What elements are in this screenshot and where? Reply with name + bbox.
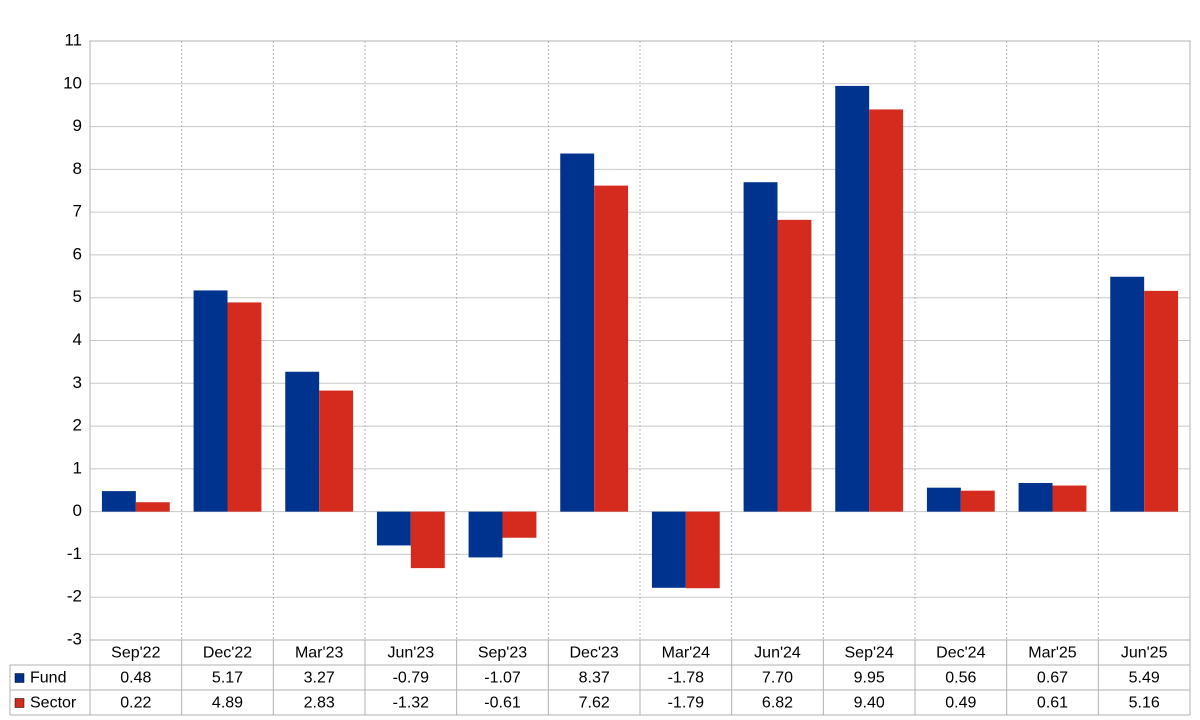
y-tick-label: 7: [73, 202, 82, 221]
value-label: 4.89: [212, 695, 243, 712]
y-tick-label: 5: [73, 287, 82, 306]
y-tick-label: 6: [73, 244, 82, 263]
bar: [835, 85, 870, 512]
y-tick-label: 11: [64, 30, 82, 49]
bar: [468, 511, 503, 558]
x-tick-label: Jun'25: [1121, 645, 1168, 662]
bar: [1018, 482, 1053, 512]
y-tick-label: 1: [73, 458, 82, 477]
value-label: 7.62: [579, 695, 610, 712]
value-label: 0.22: [120, 695, 151, 712]
bar: [777, 219, 812, 512]
y-tick-label: 2: [73, 416, 82, 435]
bar: [960, 490, 995, 512]
y-tick-label: -2: [67, 587, 82, 606]
value-label: 5.16: [1129, 695, 1160, 712]
y-tick-label: 9: [73, 116, 82, 135]
bar: [594, 185, 629, 512]
value-label: 0.67: [1037, 670, 1068, 687]
legend-swatch: [14, 698, 25, 708]
bar: [743, 182, 778, 512]
bar: [227, 302, 262, 512]
y-tick-label: 10: [63, 73, 82, 92]
value-label: 5.17: [212, 670, 243, 687]
bar: [651, 511, 686, 588]
x-tick-label: Dec'24: [936, 645, 985, 662]
x-tick-label: Dec'22: [203, 645, 252, 662]
x-tick-label: Mar'25: [1028, 645, 1077, 662]
bar: [376, 511, 411, 546]
x-tick-label: Jun'23: [388, 645, 435, 662]
bar: [869, 109, 904, 512]
bar: [285, 371, 320, 512]
bar: [319, 390, 354, 512]
x-tick-label: Sep'22: [111, 645, 160, 662]
bar: [1144, 290, 1179, 512]
value-label: 9.95: [854, 670, 885, 687]
value-label: -1.32: [393, 695, 430, 712]
bar: [560, 153, 595, 512]
y-tick-label: 4: [73, 330, 82, 349]
value-label: -1.07: [484, 670, 521, 687]
legend-label: Fund: [30, 670, 66, 687]
value-label: 5.49: [1129, 670, 1160, 687]
value-label: 7.70: [762, 670, 793, 687]
bar: [101, 491, 136, 512]
bar: [685, 511, 720, 589]
y-tick-label: -3: [67, 629, 82, 648]
value-label: 9.40: [854, 695, 885, 712]
x-tick-label: Sep'24: [845, 645, 894, 662]
value-label: 0.48: [120, 670, 151, 687]
bar: [193, 290, 228, 512]
value-label: -1.78: [668, 670, 705, 687]
value-label: 3.27: [304, 670, 335, 687]
bar: [1052, 485, 1087, 512]
bar: [502, 511, 537, 538]
value-label: 8.37: [579, 670, 610, 687]
legend-label: Sector: [30, 695, 77, 712]
y-tick-label: 8: [73, 159, 82, 178]
x-tick-label: Jun'24: [754, 645, 801, 662]
value-label: 6.82: [762, 695, 793, 712]
value-label: -1.79: [668, 695, 705, 712]
value-label: 0.56: [945, 670, 976, 687]
bar: [1110, 276, 1145, 512]
value-label: 2.83: [304, 695, 335, 712]
bar: [926, 487, 961, 512]
value-label: -0.79: [393, 670, 430, 687]
y-tick-label: -1: [67, 544, 82, 563]
x-tick-label: Dec'23: [570, 645, 619, 662]
legend-swatch: [14, 673, 25, 683]
y-tick-label: 0: [73, 501, 82, 520]
y-tick-label: 3: [73, 373, 82, 392]
bar: [135, 502, 170, 512]
bar: [410, 511, 445, 569]
x-tick-label: Mar'24: [662, 645, 711, 662]
x-tick-label: Mar'23: [295, 645, 344, 662]
value-label: -0.61: [484, 695, 521, 712]
x-tick-label: Sep'23: [478, 645, 527, 662]
value-label: 0.49: [945, 695, 976, 712]
value-label: 0.61: [1037, 695, 1068, 712]
